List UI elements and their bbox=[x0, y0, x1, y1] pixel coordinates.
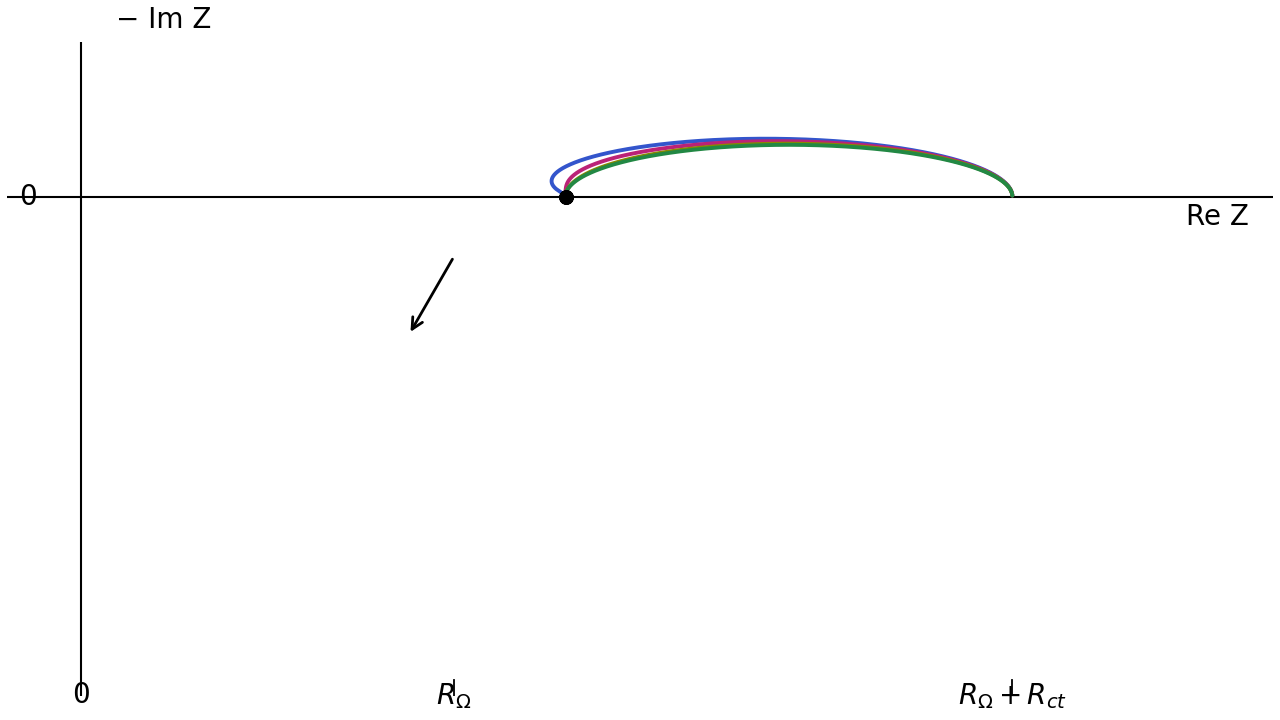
Point bbox=[556, 191, 576, 202]
Text: Re Z: Re Z bbox=[1187, 203, 1249, 231]
Text: $R_\Omega$: $R_\Omega$ bbox=[436, 681, 471, 711]
Text: $R_\Omega+R_{ct}$: $R_\Omega+R_{ct}$ bbox=[957, 681, 1068, 711]
Point bbox=[556, 191, 576, 202]
Point bbox=[556, 191, 576, 202]
Point bbox=[556, 191, 576, 202]
Text: − Im Z: − Im Z bbox=[115, 6, 211, 34]
Text: 0: 0 bbox=[73, 681, 91, 709]
Text: 0: 0 bbox=[19, 182, 37, 210]
